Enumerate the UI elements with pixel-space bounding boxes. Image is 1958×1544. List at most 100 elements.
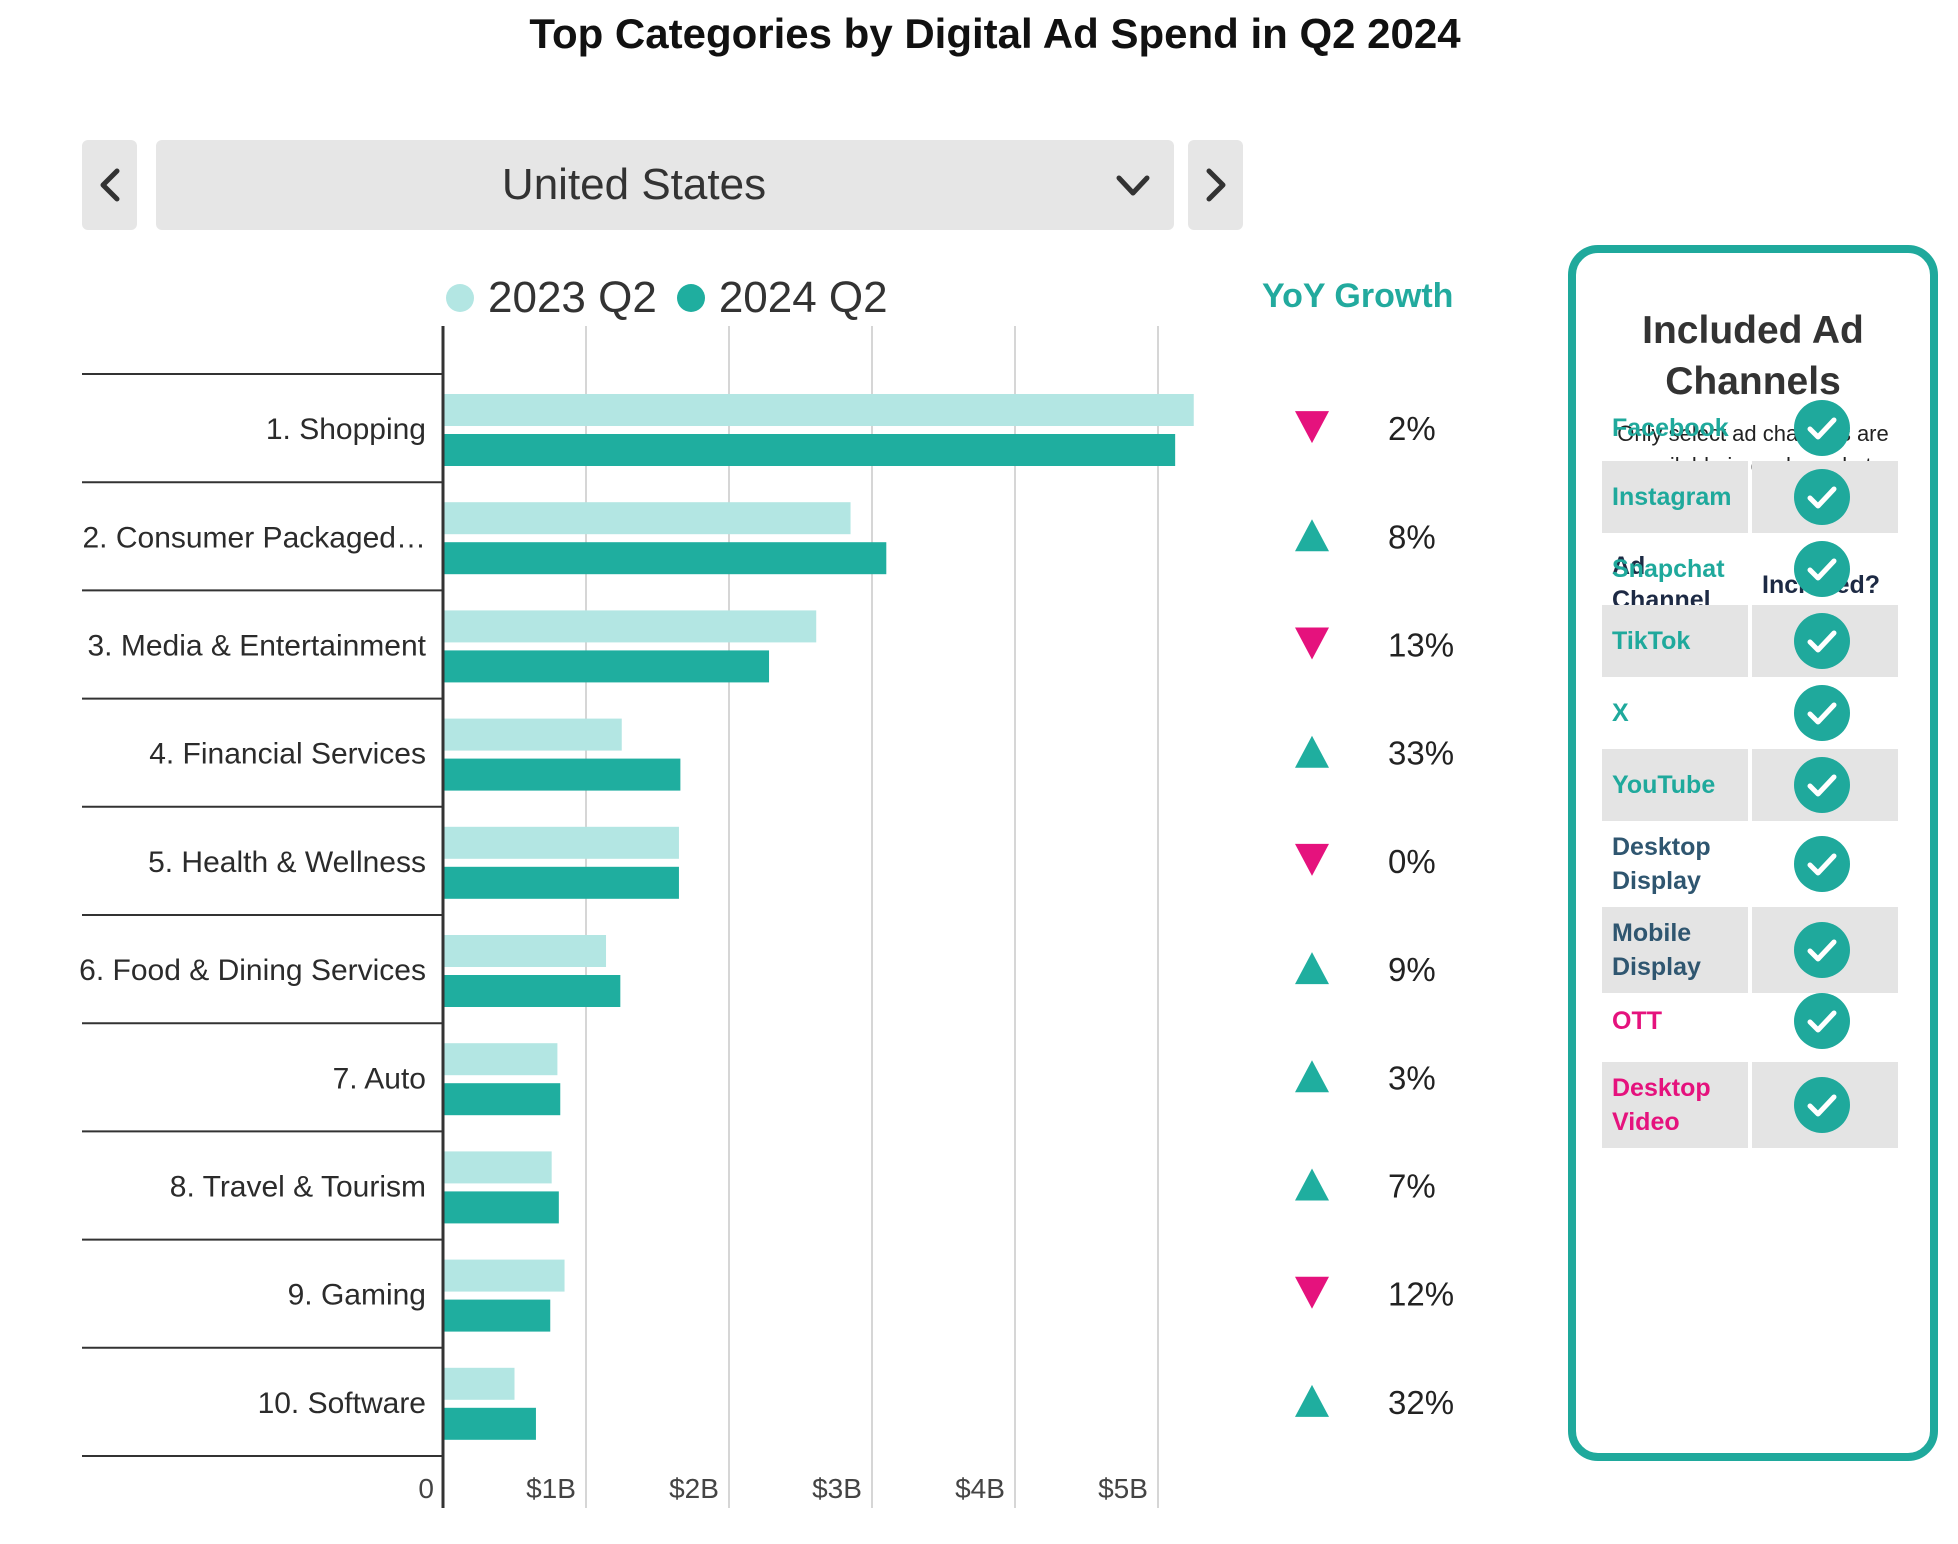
category-label-7: 7. Auto bbox=[333, 1062, 426, 1095]
bar-2024-10 bbox=[443, 1407, 536, 1440]
growth-value-5: 0% bbox=[1388, 843, 1436, 880]
channel-row-instagram: Instagram bbox=[1602, 461, 1898, 533]
channel-name: Facebook bbox=[1612, 414, 1729, 442]
legend-item-2024[interactable]: 2024 Q2 bbox=[676, 273, 888, 323]
legend-item-2023[interactable]: 2023 Q2 bbox=[446, 273, 657, 323]
channel-row-desktop-video: Desktop Video bbox=[1602, 1062, 1898, 1148]
channel-cell bbox=[1602, 907, 1748, 993]
growth-down-icon-9 bbox=[1295, 1276, 1329, 1309]
check-circle-icon bbox=[1794, 469, 1850, 525]
bar-2024-5 bbox=[443, 866, 679, 899]
bar-2024-3 bbox=[443, 650, 770, 683]
channel-cell bbox=[1602, 605, 1748, 677]
check-circle-icon bbox=[1794, 400, 1850, 456]
bar-2024-2 bbox=[443, 542, 887, 575]
growth-value-2: 8% bbox=[1388, 518, 1436, 555]
x-tick-label-3: $3B bbox=[812, 1473, 862, 1504]
bar-2023-9 bbox=[443, 1259, 565, 1292]
legend-label-2024: 2024 Q2 bbox=[718, 273, 888, 322]
check-circle-icon bbox=[1794, 993, 1850, 1049]
category-label-4: 4. Financial Services bbox=[149, 738, 426, 771]
included-channels-panel: Included Ad Channels Only select ad chan… bbox=[1568, 245, 1938, 1461]
country-select[interactable]: United States bbox=[156, 140, 1174, 230]
x-tick-label-1: $1B bbox=[526, 1473, 576, 1504]
channel-name: TikTok bbox=[1612, 627, 1691, 655]
channel-cell bbox=[1602, 461, 1748, 533]
x-tick-label-5: $5B bbox=[1098, 1473, 1148, 1504]
category-label-1: 1. Shopping bbox=[266, 413, 426, 446]
bar-2023-2 bbox=[443, 502, 851, 535]
growth-value-8: 7% bbox=[1388, 1168, 1436, 1205]
category-label-3: 3. Media & Entertainment bbox=[87, 630, 426, 663]
legend-label-2023: 2023 Q2 bbox=[488, 273, 657, 322]
chevron-right-icon bbox=[1206, 168, 1225, 202]
channel-name: YouTube bbox=[1612, 771, 1716, 799]
chart-title: Top Categories by Digital Ad Spend in Q2… bbox=[529, 10, 1461, 57]
check-circle-icon bbox=[1794, 685, 1850, 741]
chart-legend: 2023 Q2 2024 Q2 bbox=[446, 270, 908, 326]
check-circle-icon bbox=[1794, 922, 1850, 978]
channel-cell bbox=[1602, 749, 1748, 821]
growth-value-10: 32% bbox=[1388, 1384, 1454, 1421]
check-circle-icon bbox=[1794, 757, 1850, 813]
chevron-down-icon bbox=[1116, 175, 1150, 196]
growth-up-icon-2 bbox=[1295, 519, 1329, 552]
channel-name: Desktop Video bbox=[1612, 1074, 1711, 1136]
bar-2023-3 bbox=[443, 610, 817, 643]
growth-down-icon-5 bbox=[1295, 843, 1329, 876]
bar-2023-5 bbox=[443, 826, 679, 859]
bar-2024-4 bbox=[443, 758, 681, 791]
growth-value-7: 3% bbox=[1388, 1059, 1436, 1096]
x-tick-label-2: $2B bbox=[669, 1473, 719, 1504]
bar-2023-1 bbox=[443, 394, 1194, 426]
legend-swatch-2024 bbox=[676, 284, 705, 312]
prev-country-button[interactable] bbox=[82, 140, 137, 230]
channel-row-mobile-display: Mobile Display bbox=[1602, 907, 1898, 993]
legend-swatch-2023 bbox=[446, 284, 474, 312]
growth-up-icon-7 bbox=[1295, 1060, 1329, 1093]
bar-2023-6 bbox=[443, 935, 607, 967]
channel-name: Instagram bbox=[1612, 483, 1732, 511]
next-country-button[interactable] bbox=[1188, 140, 1243, 230]
bar-2023-8 bbox=[443, 1151, 552, 1184]
channel-name: Desktop Display bbox=[1612, 833, 1711, 895]
growth-value-9: 12% bbox=[1388, 1276, 1454, 1313]
category-label-2: 2. Consumer Packaged… bbox=[82, 521, 426, 554]
bar-2023-10 bbox=[443, 1367, 515, 1400]
channel-row-x: X bbox=[1602, 677, 1898, 749]
bar-chart: 1. Shopping 2% 2. Consumer Packaged… 8% 3. M… bbox=[79, 326, 1454, 1508]
country-select-value: United States bbox=[501, 160, 767, 209]
channel-row-youtube: YouTube bbox=[1602, 749, 1898, 821]
growth-up-icon-4 bbox=[1295, 735, 1329, 768]
growth-up-icon-6 bbox=[1295, 952, 1329, 985]
bar-2024-8 bbox=[443, 1191, 559, 1224]
channel-row-snapchat: Snapchat bbox=[1602, 533, 1898, 605]
channel-cell bbox=[1602, 1062, 1748, 1148]
bar-2023-7 bbox=[443, 1043, 558, 1076]
yoy-growth-header: YoY Growth bbox=[1262, 277, 1454, 315]
bar-2023-4 bbox=[443, 718, 622, 751]
check-circle-icon bbox=[1794, 541, 1850, 597]
category-label-9: 9. Gaming bbox=[288, 1279, 426, 1312]
category-label-8: 8. Travel & Tourism bbox=[170, 1171, 426, 1204]
channel-row-tiktok: TikTok bbox=[1602, 605, 1898, 677]
channel-row-facebook: Facebook bbox=[1602, 392, 1898, 464]
growth-up-icon-10 bbox=[1295, 1384, 1329, 1417]
check-circle-icon bbox=[1794, 836, 1850, 892]
channel-name: OTT bbox=[1612, 1007, 1662, 1035]
growth-down-icon-1 bbox=[1295, 411, 1329, 444]
panel-title: Included Ad Channels bbox=[1642, 309, 1864, 403]
growth-value-6: 9% bbox=[1388, 951, 1436, 988]
channel-name: X bbox=[1612, 699, 1629, 727]
growth-value-1: 2% bbox=[1388, 410, 1436, 447]
category-label-6: 6. Food & Dining Services bbox=[79, 954, 426, 987]
channel-row-desktop-display: Desktop Display bbox=[1602, 821, 1898, 907]
check-circle-icon bbox=[1794, 1077, 1850, 1133]
growth-value-3: 13% bbox=[1388, 627, 1454, 664]
x-tick-label-0: 0 bbox=[418, 1473, 434, 1504]
bar-2024-7 bbox=[443, 1083, 561, 1116]
growth-up-icon-8 bbox=[1295, 1168, 1329, 1201]
growth-value-4: 33% bbox=[1388, 735, 1454, 772]
growth-down-icon-3 bbox=[1295, 627, 1329, 660]
category-label-5: 5. Health & Wellness bbox=[148, 846, 426, 879]
